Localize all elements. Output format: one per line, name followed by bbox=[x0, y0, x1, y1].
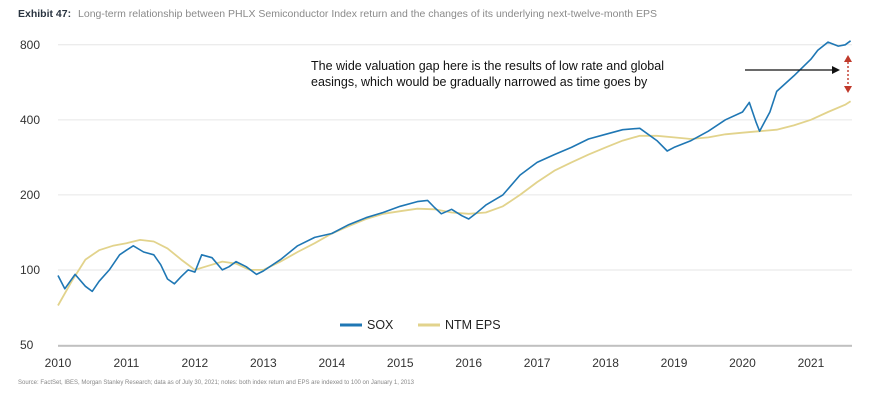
x-tick-label: 2012 bbox=[182, 356, 209, 370]
legend-label-sox: SOX bbox=[367, 318, 394, 332]
x-axis-ticks: 2010 2011 2012 2013 2014 2015 2016 2017 2018 2019… bbox=[45, 345, 852, 370]
x-tick-label: 2021 bbox=[798, 356, 825, 370]
y-tick-label: 400 bbox=[20, 113, 40, 127]
valuation-gap-annotation: The wide valuation gap here is the resul… bbox=[311, 58, 664, 90]
exhibit-title: Long-term relationship between PHLX Semi… bbox=[78, 8, 658, 20]
gap-arrowhead-down bbox=[844, 86, 852, 93]
y-axis-ticks: 50 100 200 400 800 bbox=[20, 38, 40, 352]
gap-arrowhead-up bbox=[844, 55, 852, 62]
exhibit-label: Exhibit 47: bbox=[18, 8, 72, 20]
chart-title: Exhibit 47: Long-term relationship betwe… bbox=[18, 8, 657, 20]
series-line-eps bbox=[57, 100, 852, 306]
x-tick-label: 2010 bbox=[45, 356, 72, 370]
x-tick-label: 2020 bbox=[729, 356, 756, 370]
x-tick-label: 2016 bbox=[455, 356, 482, 370]
legend: SOX NTM EPS bbox=[340, 318, 501, 332]
series-line-sox bbox=[57, 40, 852, 293]
x-tick-label: 2013 bbox=[250, 356, 277, 370]
x-tick-label: 2014 bbox=[318, 356, 345, 370]
x-tick-label: 2018 bbox=[592, 356, 619, 370]
annotation-line-2: easings, which would be gradually narrow… bbox=[311, 75, 648, 89]
x-tick-label: 2017 bbox=[524, 356, 551, 370]
legend-label-eps: NTM EPS bbox=[445, 318, 501, 332]
y-tick-label: 800 bbox=[20, 38, 40, 52]
x-tick-label: 2019 bbox=[661, 356, 688, 370]
annotation-line-1: The wide valuation gap here is the resul… bbox=[311, 59, 664, 73]
x-tick-label: 2015 bbox=[387, 356, 414, 370]
annotation-arrows bbox=[745, 55, 852, 93]
y-tick-label: 200 bbox=[20, 188, 40, 202]
series-lines bbox=[57, 40, 852, 306]
y-tick-label: 50 bbox=[20, 338, 34, 352]
y-tick-label: 100 bbox=[20, 263, 40, 277]
x-tick-label: 2011 bbox=[114, 356, 140, 370]
source-note: Source: FactSet, IBES, Morgan Stanley Re… bbox=[18, 380, 414, 386]
